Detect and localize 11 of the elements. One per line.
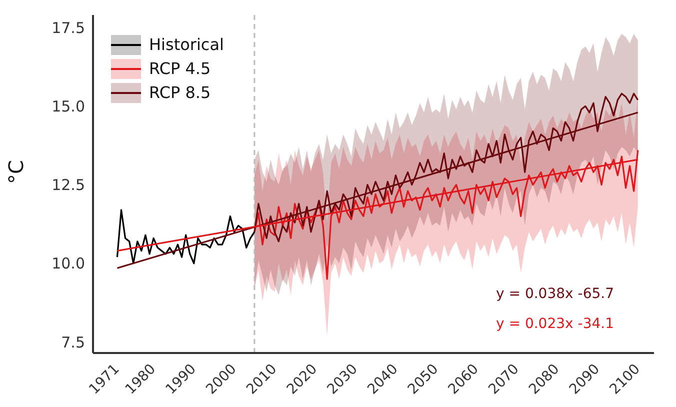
y-axis-title: °C	[4, 160, 28, 184]
annotation: y = 0.038x -65.7	[496, 285, 614, 304]
annotation: y = 0.023x -34.1	[496, 315, 614, 334]
y-tick-label: 7.5	[61, 333, 85, 352]
legend-label: RCP 4.5	[149, 58, 211, 80]
y-tick-label: 17.5	[52, 18, 85, 37]
y-tick-label: 10.0	[52, 254, 85, 273]
y-tick-label: 12.5	[52, 176, 85, 194]
legend-label: Historical	[149, 34, 224, 56]
y-tick-label: 15.0	[52, 98, 85, 116]
legend-label: RCP 8.5	[149, 82, 211, 104]
